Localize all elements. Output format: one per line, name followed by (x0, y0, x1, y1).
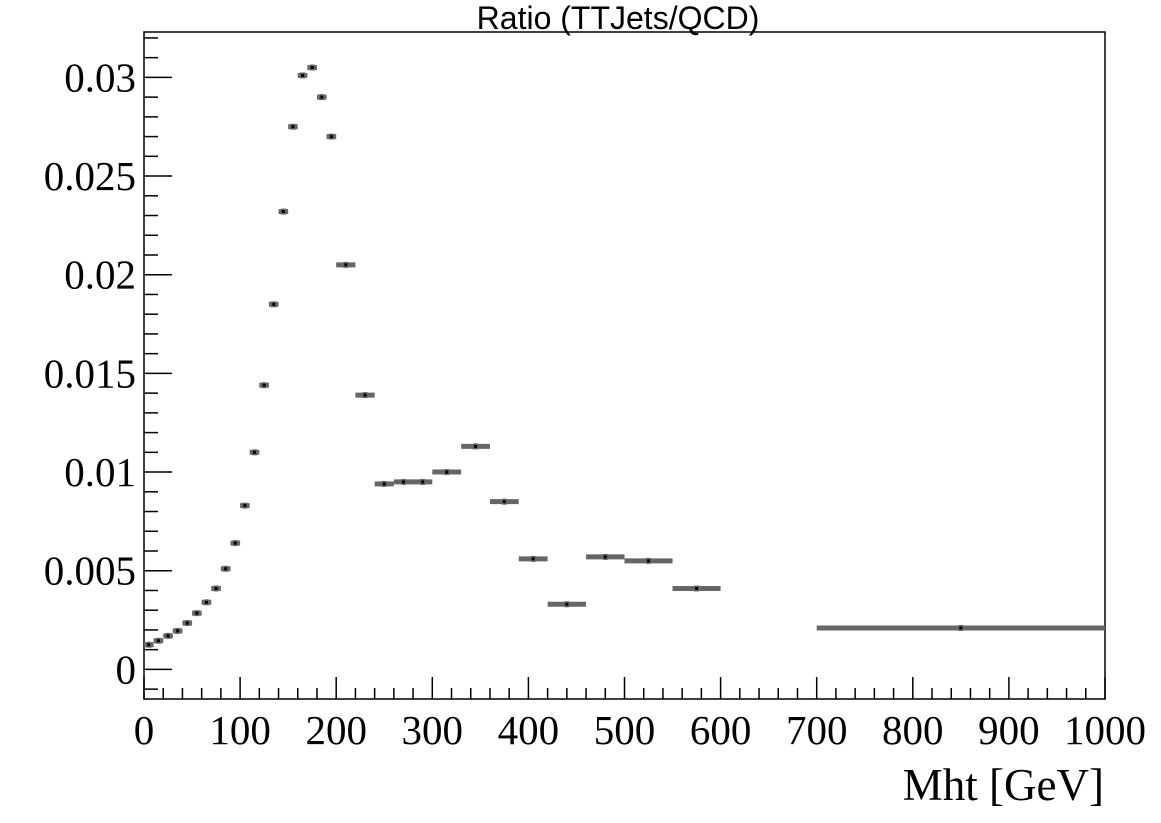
x-tick-label: 0 (134, 707, 155, 753)
data-point (240, 502, 250, 509)
point-marker (156, 639, 160, 643)
point-marker (531, 557, 535, 561)
data-point (268, 301, 279, 308)
point-marker (363, 393, 367, 397)
data-point (624, 557, 673, 564)
x-tick-label: 700 (786, 707, 848, 753)
data-point (288, 123, 298, 130)
data-point (547, 601, 587, 608)
data-point (278, 208, 289, 215)
point-marker (176, 629, 180, 633)
x-tick-label: 100 (209, 707, 271, 753)
data-point (192, 610, 202, 617)
point-marker (344, 263, 348, 267)
data-point (182, 620, 193, 627)
x-tick-label: 200 (305, 707, 367, 753)
point-marker (603, 555, 607, 559)
point-marker (185, 621, 189, 625)
axis-ticks (143, 37, 1106, 699)
point-marker (243, 504, 247, 508)
x-tick-label: 800 (882, 707, 944, 753)
point-marker (382, 482, 386, 486)
x-tick-label: 300 (402, 707, 464, 753)
data-point (172, 627, 183, 634)
point-marker (445, 470, 449, 474)
data-point (374, 480, 394, 487)
point-marker (565, 602, 569, 606)
point-marker (224, 567, 228, 571)
point-marker (204, 600, 208, 604)
data-point (220, 565, 231, 572)
data-point (432, 469, 462, 476)
y-tick-label: 0.025 (44, 153, 136, 199)
plot-border (143, 31, 1106, 700)
data-point (489, 498, 519, 505)
point-marker (695, 586, 699, 590)
data-point (672, 585, 721, 592)
data-point (297, 72, 308, 79)
y-tick-label: 0.02 (64, 252, 136, 298)
point-marker (329, 135, 333, 139)
point-marker (262, 383, 266, 387)
data-point (393, 478, 414, 485)
point-marker (502, 500, 506, 504)
data-point (326, 133, 337, 140)
data-point (816, 624, 1105, 631)
point-marker (272, 302, 276, 306)
y-tick-label: 0.015 (44, 350, 136, 396)
point-marker (166, 634, 170, 638)
x-tick-label: 500 (594, 707, 656, 753)
x-tick-label: 400 (498, 707, 560, 753)
data-point (586, 553, 625, 560)
data-point (144, 641, 154, 648)
point-marker (320, 95, 324, 99)
chart-title: Ratio (TTJets/QCD) (476, 0, 760, 36)
data-point (230, 540, 241, 547)
point-marker (474, 444, 478, 448)
tick-labels: 0 100 200 300 400 500 600 700 800 900 1000 0 0.005 0.… (44, 54, 1146, 753)
data-point (336, 261, 356, 268)
y-tick-label: 0.01 (64, 449, 136, 495)
point-marker (310, 66, 314, 70)
point-marker (647, 559, 651, 563)
point-marker (401, 480, 405, 484)
point-marker (421, 480, 425, 484)
data-point (355, 392, 375, 399)
point-marker (959, 626, 963, 630)
y-tick-label: 0.03 (64, 54, 136, 100)
data-point (163, 632, 173, 639)
y-tick-label: 0.005 (44, 548, 136, 594)
data-point (413, 478, 433, 485)
x-tick-label: 600 (690, 707, 752, 753)
data-point (201, 599, 212, 606)
data-point (153, 637, 164, 644)
point-marker (147, 643, 151, 647)
x-tick-label: 1000 (1064, 707, 1146, 753)
data-point (307, 64, 317, 71)
point-marker (233, 541, 237, 545)
data-point (211, 585, 221, 592)
point-marker (281, 210, 285, 214)
data-points (144, 64, 1105, 648)
data-point (518, 555, 548, 562)
x-axis-title: Mht [GeV] (903, 760, 1104, 810)
point-marker (253, 450, 257, 454)
point-marker (291, 125, 295, 129)
x-tick-label: 900 (978, 707, 1040, 753)
data-point (259, 382, 269, 389)
plot-frame (143, 31, 1106, 700)
data-point (316, 94, 327, 101)
point-marker (195, 611, 199, 615)
y-tick-label: 0 (116, 646, 137, 692)
data-point (461, 443, 490, 450)
data-point (249, 449, 260, 456)
point-marker (301, 73, 305, 77)
point-marker (214, 586, 218, 590)
